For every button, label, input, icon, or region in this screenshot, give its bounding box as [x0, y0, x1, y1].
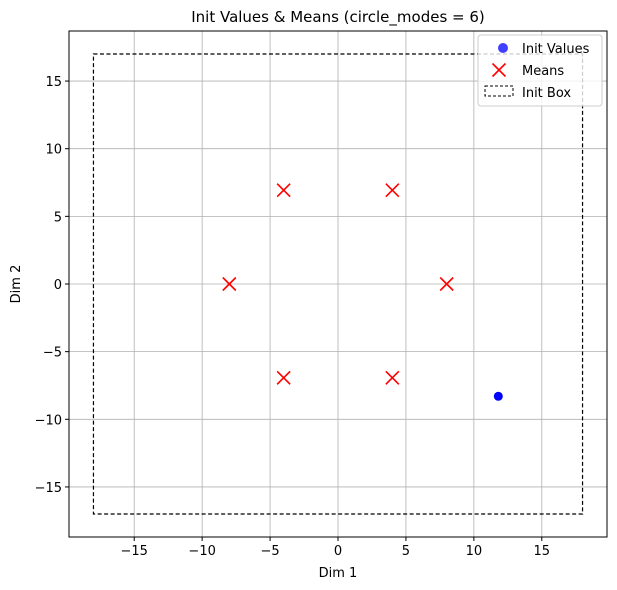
x-tick-label: −5	[260, 544, 279, 559]
x-stroke	[276, 183, 291, 198]
y-axis-label: Dim 2	[9, 265, 24, 304]
y-tick-label: 15	[45, 75, 62, 90]
legend-x-marker	[491, 62, 507, 78]
x-axis-ticks: −15 −10 −5 0 5 10 15	[120, 537, 550, 559]
x-axis-label: Dim 1	[319, 566, 358, 581]
mean-point	[276, 370, 291, 385]
x-tick-label: 15	[534, 544, 551, 559]
legend-marker-init-box	[484, 85, 514, 97]
legend-label-init-values: Init Values	[522, 42, 590, 57]
points-layer	[222, 183, 503, 401]
mean-point	[385, 183, 400, 198]
x-tick-label: 5	[402, 544, 410, 559]
x-stroke	[491, 62, 507, 78]
legend-marker-init-values	[498, 43, 508, 53]
legend-label-init-box: Init Box	[522, 86, 571, 101]
legend-marker-means	[491, 62, 507, 78]
x-tick-label: 0	[334, 544, 342, 559]
init-value-point	[493, 391, 503, 401]
x-tick-label: −10	[188, 544, 215, 559]
legend: Init Values Means Init Box	[477, 34, 603, 107]
grid-lines	[69, 31, 607, 537]
mean-point	[222, 276, 237, 292]
mean-point	[385, 370, 400, 385]
legend-frame	[477, 34, 603, 107]
y-axis-ticks: −15 −10 −5 0 5 10 15	[35, 75, 69, 496]
y-tick-label: 0	[54, 278, 62, 293]
y-tick-label: −5	[43, 346, 62, 361]
y-tick-label: 5	[54, 210, 62, 225]
y-tick-label: −15	[35, 481, 62, 496]
legend-label-means: Means	[522, 64, 564, 79]
x-stroke	[385, 183, 400, 198]
x-tick-label: 10	[466, 544, 483, 559]
y-tick-label: 10	[45, 143, 62, 158]
x-tick-label: −15	[120, 544, 147, 559]
x-stroke	[439, 276, 454, 292]
mean-point	[276, 183, 291, 198]
x-stroke	[222, 276, 237, 292]
y-tick-label: −10	[35, 413, 62, 428]
chart-title: Init Values & Means (circle_modes = 6)	[191, 8, 485, 27]
x-stroke	[385, 370, 400, 385]
x-stroke	[276, 370, 291, 385]
mean-point	[439, 276, 454, 292]
